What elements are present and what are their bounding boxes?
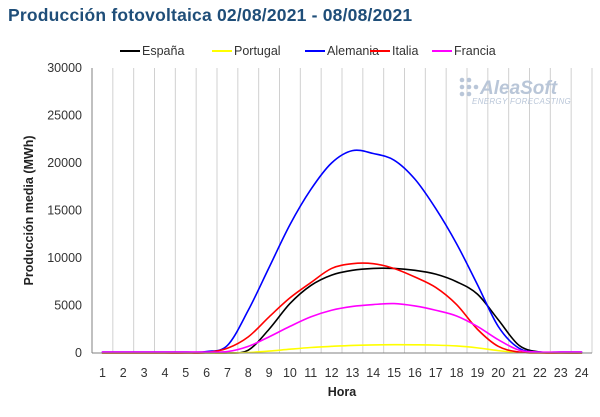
logo-dot — [473, 84, 479, 90]
grid-lines — [91, 68, 593, 353]
x-tick-label: 24 — [575, 366, 589, 380]
y-tick-labels: 0 5000 10000 15000 20000 25000 30000 — [47, 61, 82, 360]
x-tick-label: 10 — [283, 366, 297, 380]
x-tick-label: 15 — [387, 366, 401, 380]
axes — [91, 68, 592, 354]
y-tick-label: 5000 — [54, 299, 82, 313]
chart-title: Producción fotovoltaica 02/08/2021 - 08/… — [8, 5, 413, 25]
x-tick-labels: 1 2 3 4 5 6 7 8 9 10 11 12 13 14 15 16 17 18 19 20 21 22 23 24 — [99, 366, 589, 380]
y-tick-label: 10000 — [47, 251, 82, 265]
series-line-francia — [101, 302, 583, 353]
x-tick-label: 13 — [345, 366, 359, 380]
x-tick-label: 7 — [224, 366, 231, 380]
x-tick-label: 4 — [161, 366, 168, 380]
x-tick-label: 22 — [533, 366, 547, 380]
y-tick-label: 15000 — [47, 204, 82, 218]
x-tick-label: 23 — [554, 366, 568, 380]
aleasoft-watermark: AleaSoft ENERGY FORECASTING — [459, 77, 571, 106]
watermark-tagline: ENERGY FORECASTING — [472, 97, 571, 106]
x-tick-label: 18 — [450, 366, 464, 380]
x-tick-label: 9 — [266, 366, 273, 380]
legend-label-francia: Francia — [454, 44, 496, 58]
x-tick-label: 21 — [512, 366, 526, 380]
x-tick-label: 5 — [182, 366, 189, 380]
x-tick-label: 12 — [325, 366, 339, 380]
y-tick-label: 0 — [75, 346, 82, 360]
y-tick-label: 20000 — [47, 156, 82, 170]
y-tick-label: 30000 — [47, 61, 82, 75]
watermark-brand: AleaSoft — [479, 78, 558, 99]
aleasoft-logo-icon — [459, 77, 479, 97]
legend-label-alemania: Alemania — [327, 44, 379, 58]
logo-dot — [466, 77, 472, 83]
logo-dot — [466, 84, 472, 90]
x-tick-label: 1 — [99, 366, 106, 380]
x-axis-label: Hora — [328, 385, 358, 399]
x-tick-label: 3 — [141, 366, 148, 380]
logo-dot — [459, 91, 465, 97]
x-tick-label: 17 — [429, 366, 443, 380]
x-tick-label: 19 — [470, 366, 484, 380]
x-tick-label: 14 — [366, 366, 380, 380]
x-tick-label: 2 — [120, 366, 127, 380]
x-tick-label: 20 — [491, 366, 505, 380]
y-axis-label: Producción media (MWh) — [22, 136, 36, 286]
y-tick-label: 25000 — [47, 109, 82, 123]
logo-dot — [459, 84, 465, 90]
x-tick-label: 11 — [304, 366, 317, 380]
legend-label-portugal: Portugal — [234, 44, 281, 58]
logo-dot — [466, 91, 472, 97]
x-tick-label: 8 — [245, 366, 252, 380]
x-tick-label: 16 — [408, 366, 422, 380]
legend-label-italia: Italia — [392, 44, 418, 58]
legend-label-espana: España — [142, 44, 184, 58]
logo-dot — [459, 77, 465, 83]
x-tick-label: 6 — [203, 366, 210, 380]
legend: España Portugal Alemania Italia Francia — [120, 44, 496, 58]
